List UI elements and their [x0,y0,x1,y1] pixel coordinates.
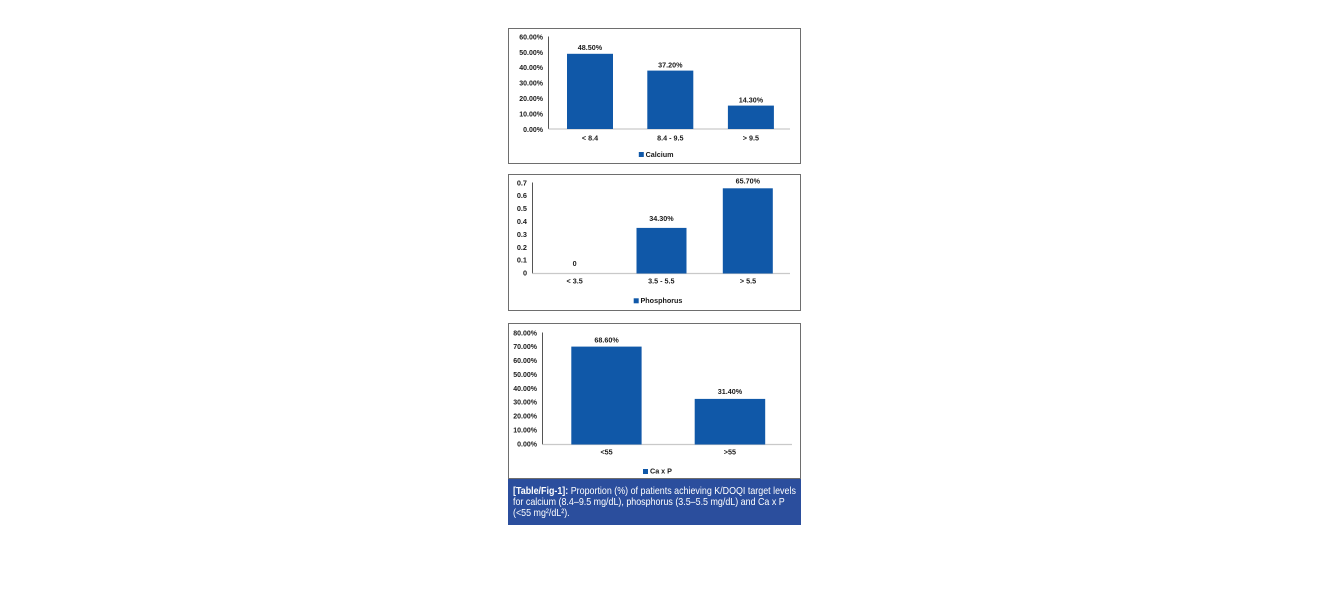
svg-text:>55: >55 [724,448,736,457]
svg-text:65.70%: 65.70% [736,177,761,186]
svg-text:0.7: 0.7 [517,178,527,187]
svg-text:> 5.5: > 5.5 [740,277,756,286]
svg-text:34.30%: 34.30% [649,214,674,223]
svg-text:3.5 - 5.5: 3.5 - 5.5 [648,277,674,286]
svg-text:68.60%: 68.60% [594,336,619,345]
svg-text:8.4 - 9.5: 8.4 - 9.5 [657,134,683,143]
svg-text:60.00%: 60.00% [519,34,544,41]
svg-text:30.00%: 30.00% [513,400,538,407]
svg-text:0.3: 0.3 [517,230,527,239]
svg-text:31.40%: 31.40% [718,387,743,396]
svg-text:14.30%: 14.30% [739,95,764,104]
svg-text:Phosphorus: Phosphorus [641,296,683,305]
svg-text:0.5: 0.5 [517,204,527,213]
svg-text:40.00%: 40.00% [519,65,544,72]
svg-text:0.00%: 0.00% [523,127,544,134]
svg-text:60.00%: 60.00% [513,358,538,365]
svg-text:48.50%: 48.50% [578,43,603,52]
svg-text:50.00%: 50.00% [513,372,538,379]
svg-text:0.1: 0.1 [517,256,527,265]
svg-text:Calcium: Calcium [646,150,674,159]
svg-text:50.00%: 50.00% [519,50,544,57]
svg-text:20.00%: 20.00% [519,96,544,103]
svg-text:20.00%: 20.00% [513,414,538,421]
svg-text:Ca x P: Ca x P [650,467,672,476]
svg-text:30.00%: 30.00% [519,81,544,88]
svg-text:> 9.5: > 9.5 [743,134,759,143]
svg-text:0: 0 [573,259,577,268]
svg-text:0.6: 0.6 [517,191,527,200]
svg-text:< 3.5: < 3.5 [567,277,583,286]
svg-text:37.20%: 37.20% [658,60,683,69]
svg-text:0.2: 0.2 [517,243,527,252]
svg-text:10.00%: 10.00% [513,428,538,435]
svg-text:0.00%: 0.00% [517,441,538,448]
svg-text:40.00%: 40.00% [513,386,538,393]
svg-text:70.00%: 70.00% [513,344,538,351]
svg-text:0.4: 0.4 [517,217,528,226]
svg-text:80.00%: 80.00% [513,330,538,337]
svg-text:< 8.4: < 8.4 [582,134,598,143]
svg-text:0: 0 [523,269,527,278]
svg-text:10.00%: 10.00% [519,111,544,118]
svg-text:<55: <55 [600,448,612,457]
